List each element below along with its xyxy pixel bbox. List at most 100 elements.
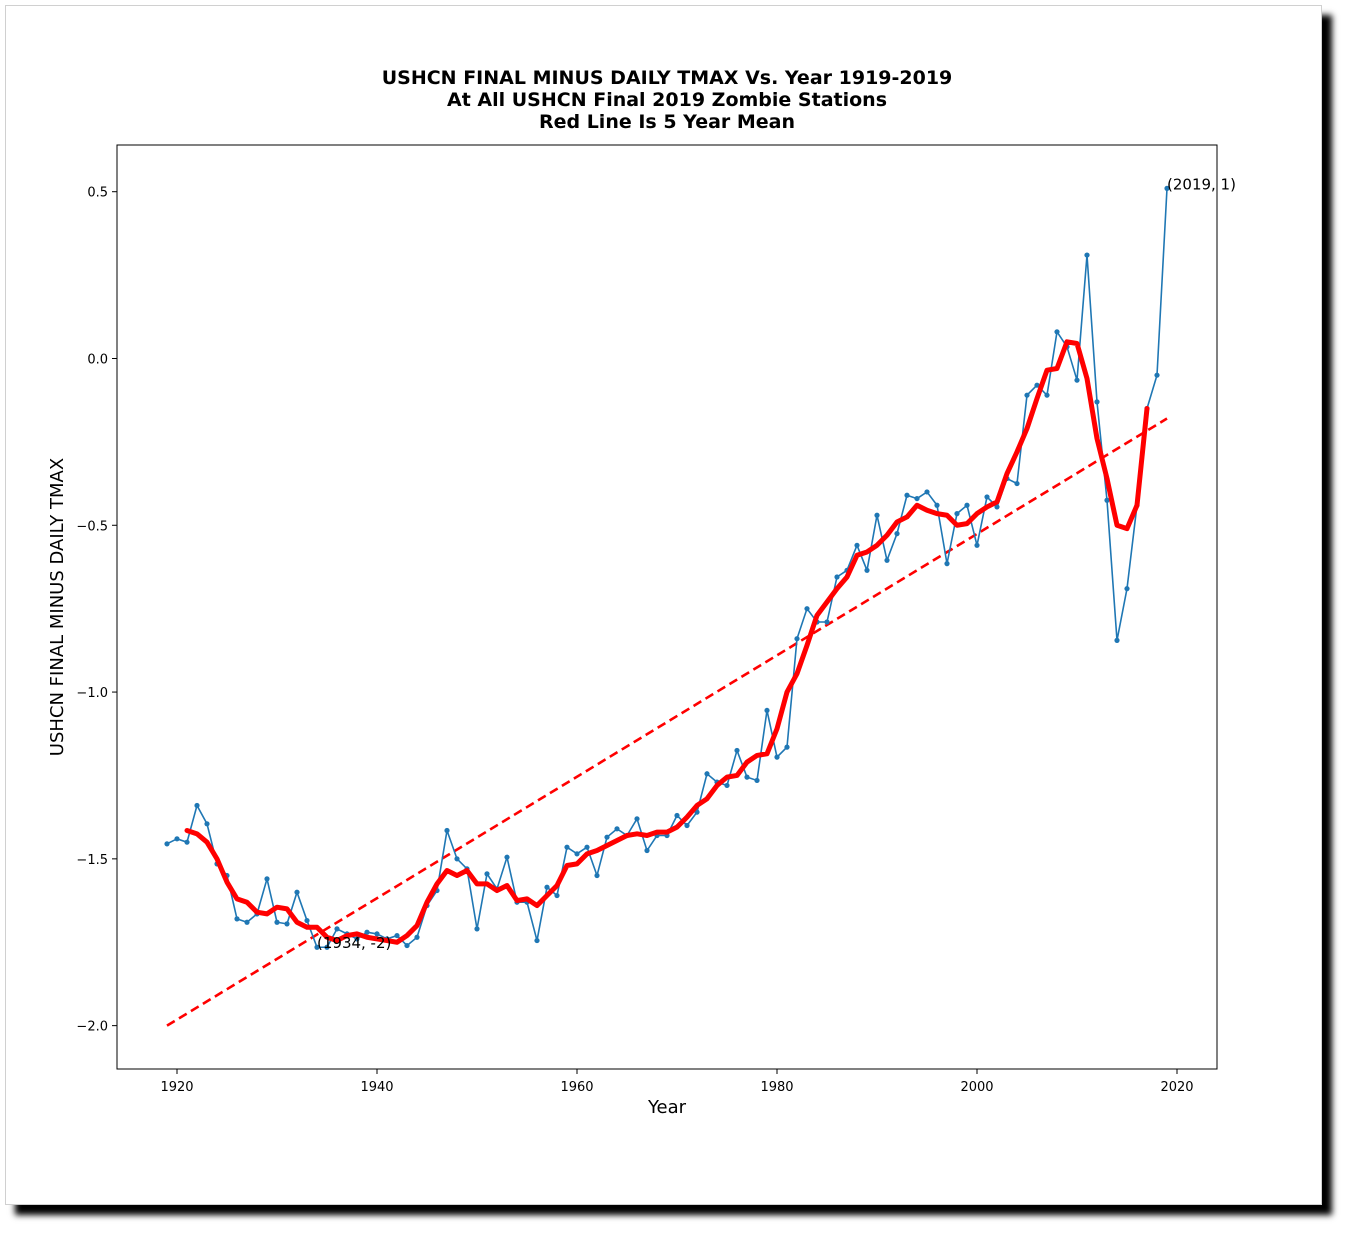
data-point — [604, 834, 610, 840]
data-point — [264, 876, 270, 882]
data-point — [744, 774, 750, 780]
data-point — [1104, 497, 1110, 503]
data-point — [444, 827, 450, 834]
data-point — [984, 494, 990, 500]
data-point — [1024, 392, 1030, 398]
data-point — [404, 942, 410, 949]
data-point — [324, 944, 330, 950]
data-point — [864, 567, 870, 573]
data-point — [504, 854, 510, 860]
data-point — [1074, 377, 1080, 383]
data-point — [174, 836, 180, 842]
chart-title-line-2: At All USHCN Final 2019 Zombie Stations — [447, 89, 887, 111]
five-year-mean-line — [184, 339, 1150, 945]
x-tick-label: 2020 — [1160, 1080, 1193, 1095]
data-point — [674, 812, 680, 819]
y-axis-ticks: 0.5 0.0 −0.5 −1.0 −1.5 −2.0 — [76, 186, 117, 1035]
data-point — [634, 816, 640, 822]
data-point — [564, 844, 570, 850]
data-point — [1164, 185, 1170, 191]
data-point — [884, 557, 890, 563]
data-point — [454, 856, 460, 862]
data-point — [994, 504, 1000, 510]
data-point — [964, 502, 970, 508]
data-point — [614, 826, 620, 832]
point-annotation: (2019, 1) — [1167, 175, 1236, 193]
data-point — [764, 707, 770, 714]
data-point — [954, 510, 960, 517]
data-point — [874, 512, 880, 518]
annotation-layer: (1934, -2) (2019, 1) — [317, 175, 1236, 952]
y-tick-label: −2.0 — [76, 1020, 108, 1035]
data-point — [974, 542, 980, 548]
y-tick-label: −1.5 — [76, 853, 108, 868]
data-point — [924, 489, 930, 495]
x-axis-label: Year — [647, 1097, 687, 1118]
data-point — [1014, 480, 1020, 487]
series-layer — [164, 185, 1170, 1027]
data-point — [164, 841, 170, 847]
data-point — [784, 744, 790, 750]
figure-frame — [5, 5, 1322, 1205]
y-tick-label: 0.0 — [87, 352, 108, 367]
data-point — [854, 542, 860, 548]
data-point — [294, 889, 300, 895]
data-point — [1124, 586, 1130, 592]
data-point — [734, 747, 740, 754]
data-point — [904, 492, 910, 498]
y-tick-label: 0.5 — [87, 186, 108, 201]
data-point — [934, 502, 940, 508]
data-point — [544, 884, 550, 890]
data-point — [274, 919, 280, 925]
trend-line — [166, 417, 1168, 1027]
data-point — [834, 574, 840, 580]
data-point — [184, 839, 190, 845]
data-point — [374, 931, 380, 937]
x-tick-label: 1980 — [760, 1080, 793, 1095]
data-point — [284, 921, 290, 927]
data-point — [1114, 637, 1120, 643]
data-point — [1034, 382, 1040, 388]
data-point — [944, 561, 950, 567]
data-point — [644, 847, 650, 854]
data-point — [554, 892, 560, 899]
data-point — [724, 782, 730, 789]
data-point — [754, 777, 760, 784]
data-point — [334, 926, 340, 932]
data-point — [594, 872, 600, 879]
data-point — [774, 754, 780, 760]
data-point — [474, 926, 480, 932]
data-point — [304, 917, 310, 924]
data-point — [804, 606, 810, 612]
data-point — [704, 771, 710, 777]
x-tick-label: 1920 — [160, 1080, 193, 1095]
data-point — [1154, 372, 1160, 378]
data-point — [314, 944, 320, 950]
point-annotation: (1934, -2) — [317, 934, 391, 952]
data-point — [364, 929, 370, 935]
x-tick-label: 1940 — [360, 1080, 393, 1095]
data-point — [824, 619, 830, 625]
data-point — [484, 871, 490, 877]
data-point — [1054, 329, 1060, 335]
data-point — [244, 919, 250, 925]
data-point — [194, 802, 200, 809]
data-point — [234, 916, 240, 922]
data-point — [1094, 399, 1100, 405]
x-tick-label: 1960 — [560, 1080, 593, 1095]
data-point — [584, 844, 590, 850]
data-point — [914, 495, 920, 502]
x-tick-label: 2000 — [960, 1080, 993, 1095]
data-point — [894, 531, 900, 537]
chart-title-line-1: USHCN FINAL MINUS DAILY TMAX Vs. Year 19… — [382, 67, 953, 89]
y-axis-label: USHCN FINAL MINUS DAILY TMAX — [47, 458, 68, 756]
data-point — [794, 636, 800, 642]
data-point — [684, 822, 690, 829]
y-tick-label: −1.0 — [76, 686, 108, 701]
data-point — [694, 809, 700, 815]
data-point — [1084, 252, 1090, 258]
plot-area-frame — [116, 144, 1218, 1070]
data-point — [1044, 392, 1050, 398]
chart-title: USHCN FINAL MINUS DAILY TMAX Vs. Year 19… — [382, 67, 953, 133]
